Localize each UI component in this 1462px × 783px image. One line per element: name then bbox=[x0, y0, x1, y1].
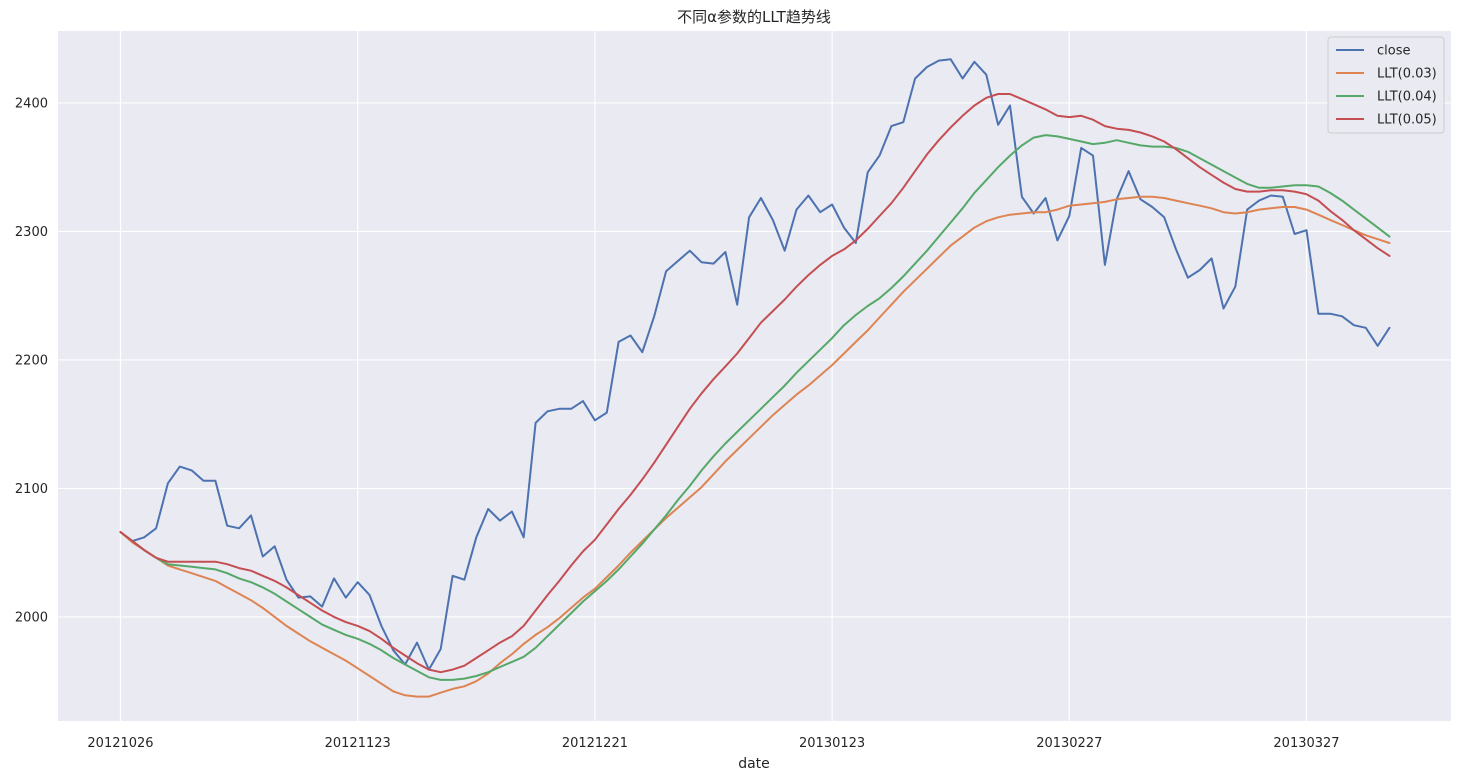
y-tick-label: 2300 bbox=[15, 225, 48, 240]
y-tick-label: 2100 bbox=[15, 482, 48, 497]
x-axis-label: date bbox=[738, 756, 770, 772]
y-tick-labels: 2000 2100 2200 2300 2400 bbox=[15, 96, 48, 625]
x-tick-label: 20130123 bbox=[799, 736, 865, 751]
y-tick-label: 2000 bbox=[15, 610, 48, 625]
x-tick-label: 20130327 bbox=[1273, 736, 1339, 751]
x-tick-label: 20121026 bbox=[87, 736, 153, 751]
series-line-llt-0-03 bbox=[119, 195, 1391, 698]
x-tick-label: 20130227 bbox=[1036, 736, 1102, 751]
x-tick-label: 20121221 bbox=[562, 736, 628, 751]
legend-label: LLT(0.04) bbox=[1377, 90, 1437, 105]
grid-lines bbox=[58, 31, 1451, 721]
series-line-llt-0-04 bbox=[119, 134, 1391, 681]
series-line-close bbox=[119, 58, 1391, 671]
legend-label: LLT(0.05) bbox=[1377, 113, 1437, 128]
legend: close LLT(0.03) LLT(0.04) LLT(0.05) bbox=[1327, 36, 1445, 134]
x-tick-labels: 20121026 20121123 20121221 20130123 20130227… bbox=[87, 736, 1339, 751]
series-lines bbox=[119, 58, 1391, 698]
legend-label: LLT(0.03) bbox=[1377, 67, 1437, 82]
legend-box bbox=[1327, 36, 1445, 134]
chart-title: 不同α参数的LLT趋势线 bbox=[677, 8, 831, 26]
y-tick-label: 2400 bbox=[15, 96, 48, 111]
y-tick-label: 2200 bbox=[15, 353, 48, 368]
x-tick-label: 20121123 bbox=[325, 736, 391, 751]
series-line-llt-0-05 bbox=[119, 93, 1391, 674]
plot-area bbox=[58, 31, 1451, 721]
legend-label: close bbox=[1377, 44, 1410, 59]
